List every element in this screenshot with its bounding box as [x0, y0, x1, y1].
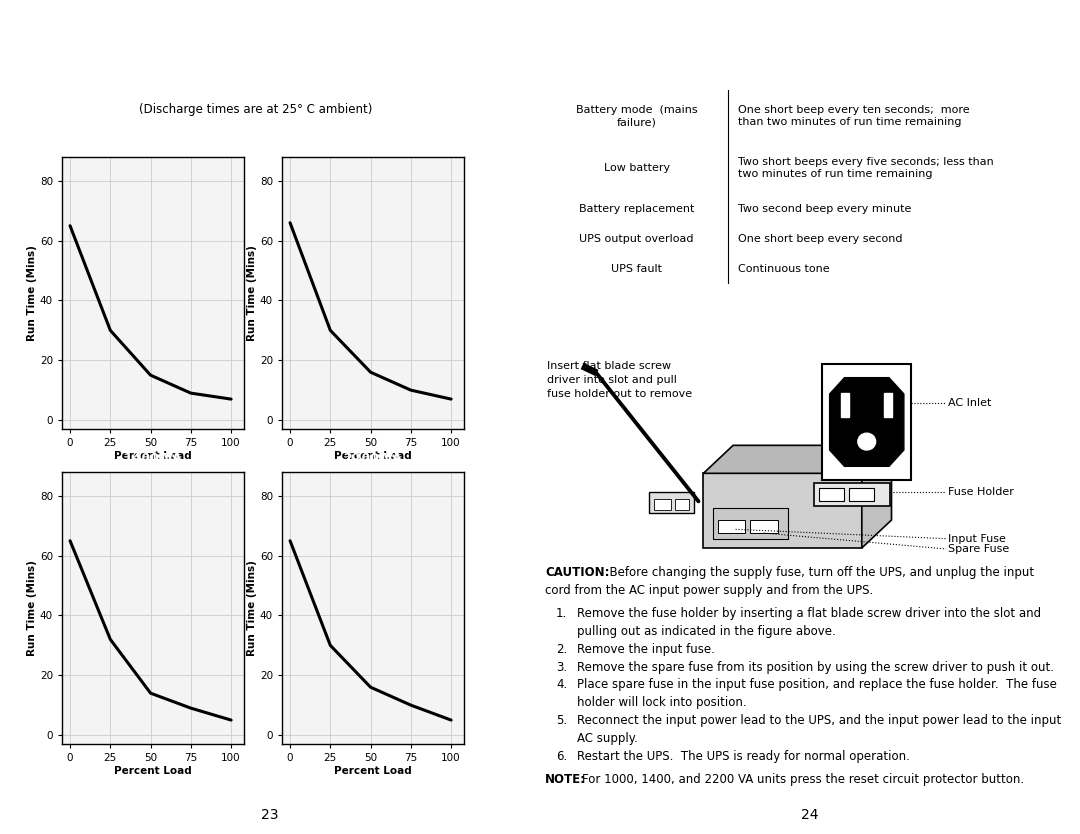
Text: Continuous tone: Continuous tone [738, 264, 829, 274]
Text: 1000 VA: 1000 VA [345, 138, 402, 150]
Text: holder will lock into position.: holder will lock into position. [577, 696, 746, 709]
Text: Two second beep every minute: Two second beep every minute [738, 204, 912, 214]
Bar [713, 509, 787, 539]
Text: POWERSURE™ INTERACTIVE  TYPICAL: POWERSURE™ INTERACTIVE TYPICAL [85, 44, 426, 59]
Text: Remove the spare fuse from its position by using the screw driver to push it out: Remove the spare fuse from its position … [577, 661, 1054, 674]
Bar [649, 492, 693, 513]
X-axis label: Percent Load: Percent Load [114, 451, 192, 461]
Text: 6.: 6. [556, 750, 567, 762]
Text: cord from the AC input power supply and from the UPS.: cord from the AC input power supply and … [545, 584, 874, 597]
Text: Restart the UPS.  The UPS is ready for normal operation.: Restart the UPS. The UPS is ready for no… [577, 750, 910, 762]
Text: Insert flat blade screw
driver into slot and pull
fuse holder out to remove: Insert flat blade screw driver into slot… [548, 361, 692, 399]
Text: 1.: 1. [556, 607, 567, 620]
Text: FUSE REPLACEMENT PROCEDURES: FUSE REPLACEMENT PROCEDURES [594, 304, 932, 322]
Text: 24: 24 [801, 808, 819, 822]
Text: UPS fault: UPS fault [611, 264, 662, 274]
Text: MODELS: MODELS [759, 332, 825, 346]
Bar [675, 500, 689, 510]
Text: AUDIBLE ALARM CONDITIONS: AUDIBLE ALARM CONDITIONS [677, 36, 908, 49]
Text: CAUTION:: CAUTION: [545, 566, 609, 580]
Text: One short beep every second: One short beep every second [738, 234, 903, 244]
Text: ALARM: ALARM [842, 68, 891, 81]
Text: NOTE:: NOTE: [545, 772, 586, 786]
Text: One short beep every ten seconds;  more
than two minutes of run time remaining: One short beep every ten seconds; more t… [738, 104, 970, 128]
Text: 2200 VA: 2200 VA [345, 453, 402, 465]
Text: pulling out as indicated in the figure above.: pulling out as indicated in the figure a… [577, 625, 836, 638]
Bar [703, 474, 862, 548]
Bar [653, 500, 672, 510]
Polygon shape [703, 445, 891, 474]
Text: For 1000, 1400, and 2200 VA units press the reset circuit protector button.: For 1000, 1400, and 2200 VA units press … [582, 772, 1024, 786]
Bar [885, 393, 892, 417]
Text: Battery replacement: Battery replacement [579, 204, 694, 214]
Text: Reconnect the input power lead to the UPS, and the input power lead to the input: Reconnect the input power lead to the UP… [577, 714, 1062, 727]
Text: Two short beeps every five seconds; less than
two minutes of run time remaining: Two short beeps every five seconds; less… [738, 157, 994, 179]
Text: Remove the fuse holder by inserting a flat blade screw driver into the slot and: Remove the fuse holder by inserting a fl… [577, 607, 1041, 620]
Text: Battery mode  (mains
failure): Battery mode (mains failure) [576, 104, 698, 128]
Bar [751, 520, 778, 533]
Text: AC supply.: AC supply. [577, 731, 638, 745]
X-axis label: Percent Load: Percent Load [334, 766, 411, 776]
Text: 700 VA: 700 VA [129, 138, 177, 150]
Text: BATTERY DISCHARGE CURVES: BATTERY DISCHARGE CURVES [122, 73, 389, 88]
Text: 1400 VA: 1400 VA [124, 453, 181, 465]
Text: FOR 700 VA: FOR 700 VA [934, 307, 1016, 319]
Text: UPS output overload: UPS output overload [579, 234, 693, 244]
Text: Input Fuse: Input Fuse [948, 534, 1007, 544]
Y-axis label: Run Time (Mins): Run Time (Mins) [247, 245, 257, 341]
Text: 5.: 5. [556, 714, 567, 727]
Y-axis label: Run Time (Mins): Run Time (Mins) [27, 560, 37, 656]
Text: Fuse Holder: Fuse Holder [948, 487, 1014, 497]
Bar [813, 483, 890, 505]
Text: Before changing the supply fuse, turn off the UPS, and unplug the input: Before changing the supply fuse, turn of… [602, 566, 1034, 580]
Text: CONDITION: CONDITION [599, 68, 678, 81]
Text: Place spare fuse in the input fuse position, and replace the fuse holder.  The f: Place spare fuse in the input fuse posit… [577, 678, 1057, 691]
X-axis label: Percent Load: Percent Load [114, 766, 192, 776]
X-axis label: Percent Load: Percent Load [334, 451, 411, 461]
Text: Low battery: Low battery [604, 163, 670, 173]
Bar [822, 364, 912, 480]
Text: 3.: 3. [556, 661, 567, 674]
Y-axis label: Run Time (Mins): Run Time (Mins) [247, 560, 257, 656]
Bar [718, 520, 745, 533]
Text: 23: 23 [261, 808, 279, 822]
Text: Spare Fuse: Spare Fuse [948, 544, 1010, 554]
Circle shape [858, 433, 876, 450]
Text: 2.: 2. [556, 643, 567, 656]
Polygon shape [862, 445, 891, 548]
Text: AC Inlet: AC Inlet [948, 399, 991, 409]
Text: Remove the input fuse.: Remove the input fuse. [577, 643, 715, 656]
Text: (Discharge times are at 25° C ambient): (Discharge times are at 25° C ambient) [139, 103, 373, 117]
Bar [849, 488, 874, 501]
Text: 4.: 4. [556, 678, 567, 691]
Bar [841, 393, 850, 417]
Polygon shape [829, 378, 904, 466]
Y-axis label: Run Time (Mins): Run Time (Mins) [27, 245, 37, 341]
Bar [820, 488, 845, 501]
